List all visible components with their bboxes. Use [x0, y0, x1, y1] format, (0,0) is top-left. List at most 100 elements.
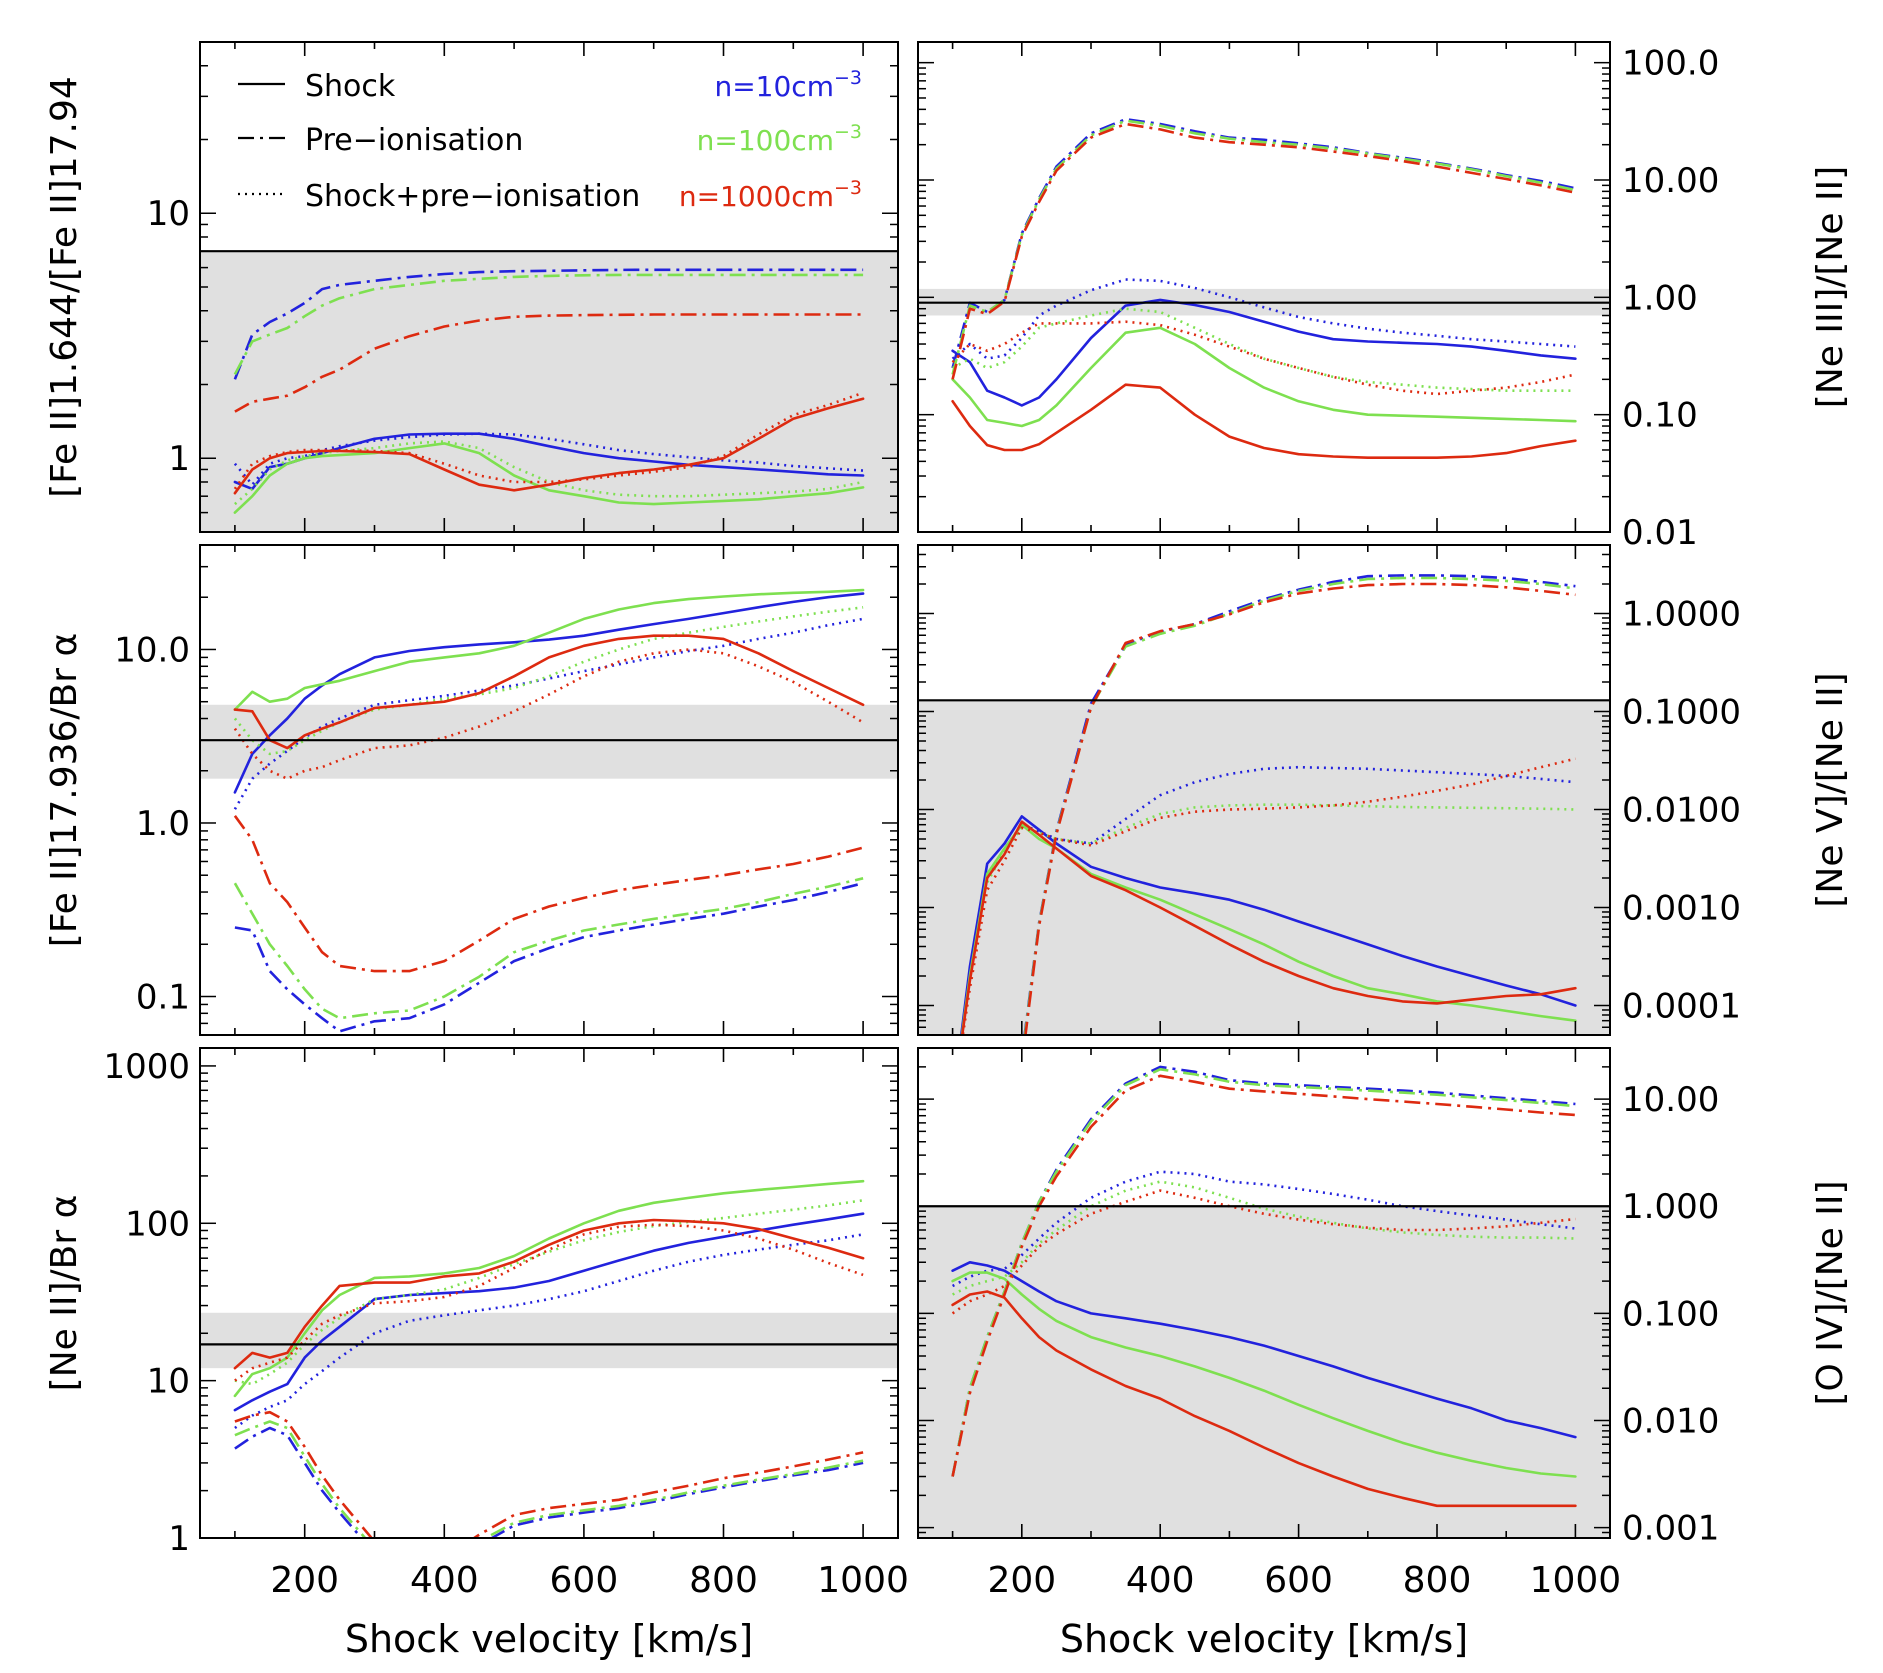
- green-shock-line: [951, 326, 1577, 428]
- y-tick-label: 0.0001: [1622, 986, 1741, 1026]
- y-tick-label: 100.0: [1622, 44, 1719, 84]
- x-tick-label: 1000: [817, 1560, 909, 1601]
- blue-shock-line: [233, 1212, 865, 1412]
- x-axis-title: Shock velocity [km/s]: [345, 1617, 753, 1661]
- x-tick-label: 800: [689, 1560, 758, 1601]
- red-preionisation-line: [234, 313, 864, 413]
- y-tick-label: 0.0010: [1622, 888, 1741, 928]
- green-shock-line: [233, 442, 865, 514]
- green-shock-plus-preionisation-line: [233, 606, 864, 756]
- y-tick-label: 10: [147, 194, 190, 234]
- y-tick-label: 1.00: [1622, 278, 1698, 318]
- red-preionisation-line: [233, 815, 864, 973]
- observed-range-band: [918, 700, 1610, 1035]
- green-preionisation-line: [233, 273, 864, 376]
- y-axis-title: [Ne V]/[Ne II]: [1810, 672, 1851, 907]
- x-axis-title: Shock velocity [km/s]: [1060, 1617, 1468, 1661]
- y-axis-title: [Fe II]1.644/[Fe II]17.94: [44, 76, 85, 498]
- red-preionisation-line: [951, 122, 1576, 380]
- x-tick-label: 800: [1403, 1560, 1472, 1601]
- legend-density-label: n=1000cm−3: [679, 177, 862, 213]
- green-shock-line: [951, 1271, 1577, 1478]
- red-shock-plus-preionisation-line: [234, 1223, 864, 1382]
- blue-shock-line: [951, 1261, 1577, 1439]
- green-shock-plus-preionisation-line: [234, 1199, 864, 1386]
- x-tick-label: 600: [550, 1560, 619, 1601]
- blue-preionisation-line: [233, 268, 864, 380]
- plot-frame: [199, 1047, 899, 1539]
- red-shock-line: [951, 1290, 1577, 1508]
- green-preionisation-line: [233, 877, 864, 1020]
- red-shock-line: [233, 1218, 865, 1370]
- y-tick-label: 1: [168, 439, 190, 479]
- y-tick-label: 0.0100: [1622, 790, 1741, 830]
- legend-style-label: Shock: [305, 69, 396, 104]
- y-tick-label: 10.00: [1622, 161, 1719, 201]
- observed-range-band: [200, 1312, 898, 1369]
- red-shock-plus-preionisation-line: [961, 757, 1576, 1035]
- y-tick-label: 0.100: [1622, 1294, 1719, 1334]
- legend-style-label: Shock+pre−ionisation: [305, 179, 640, 214]
- density-value: n=100cm: [697, 124, 834, 157]
- red-shock-plus-preionisation-line: [233, 648, 864, 781]
- y-tick-label: 0.010: [1622, 1401, 1719, 1441]
- green-preionisation-line: [234, 1420, 864, 1538]
- density-exponent: −3: [834, 177, 862, 199]
- y-tick-label: 10: [147, 1362, 190, 1402]
- red-shock-line: [233, 397, 865, 495]
- blue-shock-line: [233, 592, 865, 794]
- legend-density-label: n=100cm−3: [697, 121, 862, 157]
- x-tick-label: 400: [1126, 1560, 1195, 1601]
- green-shock-plus-preionisation-line: [234, 440, 864, 506]
- y-tick-label: 1.0000: [1622, 594, 1741, 634]
- red-preionisation-line: [234, 1410, 864, 1538]
- y-tick-label: 1000: [103, 1047, 190, 1087]
- green-shock-plus-preionisation-line: [952, 1180, 1576, 1296]
- red-preionisation-line: [1024, 582, 1576, 1035]
- blue-shock-line: [959, 815, 1577, 1035]
- density-value: n=10cm: [714, 70, 834, 103]
- red-shock-line: [233, 634, 865, 750]
- red-shock-line: [951, 383, 1577, 460]
- legend-style-label: Pre−ionisation: [305, 123, 523, 158]
- y-tick-label: 0.1: [136, 978, 190, 1018]
- red-shock-plus-preionisation-line: [233, 391, 864, 490]
- y-axis-title: [Ne III]/[Ne II]: [1810, 166, 1851, 408]
- y-tick-label: 0.001: [1622, 1509, 1719, 1549]
- blue-preionisation-line: [1023, 574, 1576, 1035]
- red-shock-line: [960, 820, 1577, 1035]
- x-tick-label: 600: [1264, 1560, 1333, 1601]
- y-tick-label: 1: [168, 1519, 190, 1559]
- density-exponent: −3: [834, 121, 862, 143]
- plot-frame: [917, 41, 1611, 533]
- x-tick-label: 200: [270, 1560, 339, 1601]
- blue-shock-line: [951, 298, 1577, 407]
- legend-density-label: n=10cm−3: [714, 67, 862, 103]
- y-tick-label: 100: [125, 1204, 190, 1244]
- observed-range-band: [200, 704, 898, 779]
- blue-shock-plus-preionisation-line: [234, 1233, 864, 1430]
- y-tick-label: 10.0: [114, 630, 190, 670]
- blue-shock-plus-preionisation-line: [951, 1170, 1576, 1288]
- y-tick-label: 0.01: [1622, 513, 1698, 553]
- plot-frame: [199, 544, 899, 1036]
- y-tick-label: 10.00: [1622, 1080, 1719, 1120]
- observed-range-band: [918, 1206, 1610, 1538]
- blue-preionisation-line: [234, 1426, 864, 1538]
- blue-preionisation-line: [234, 881, 864, 1033]
- green-shock-line: [233, 588, 865, 711]
- red-preionisation-line: [951, 1074, 1576, 1477]
- density-value: n=1000cm: [679, 180, 834, 213]
- y-tick-label: 0.1000: [1622, 692, 1741, 732]
- green-preionisation-line: [951, 119, 1576, 375]
- plot-frame: [917, 1047, 1611, 1539]
- blue-preionisation-line: [951, 117, 1576, 369]
- y-tick-label: 1.0: [136, 804, 190, 844]
- y-tick-label: 0.10: [1622, 396, 1698, 436]
- plot-frame: [917, 544, 1611, 1036]
- y-tick-label: 1.000: [1622, 1187, 1719, 1227]
- y-axis-title: [Fe II]17.936/Br α: [44, 633, 85, 947]
- y-axis-title: [Ne II]/Br α: [44, 1195, 85, 1392]
- x-tick-label: 200: [987, 1560, 1056, 1601]
